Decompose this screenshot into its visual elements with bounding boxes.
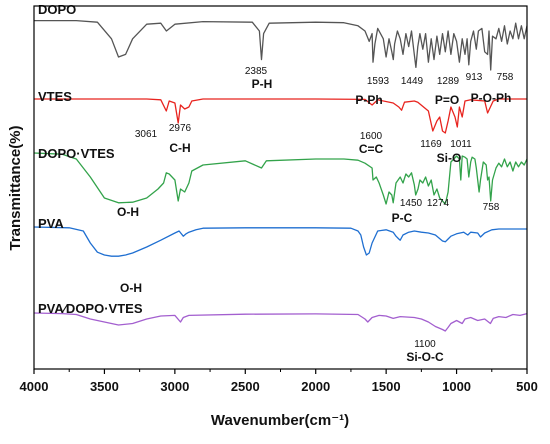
series-line-3 — [33, 226, 527, 257]
x-tick-label-6: 1000 — [442, 379, 471, 394]
peak-number-5: 758 — [497, 72, 514, 83]
peak-number-4: 913 — [466, 72, 483, 83]
peak-group-16: Si-O-C — [406, 350, 444, 364]
peak-number-7: 2976 — [169, 123, 192, 134]
peak-group-3: P=O — [435, 93, 459, 107]
peak-number-9: 1169 — [420, 139, 442, 150]
peak-number-12: 1450 — [400, 198, 423, 209]
peak-group-11: O-H — [117, 205, 139, 219]
peak-group-0: P-H — [252, 77, 273, 91]
peak-number-1: 1593 — [367, 76, 390, 87]
series-label-4: PVA∕DOPO·VTES — [38, 301, 143, 316]
peak-group-4: P-O-Ph — [471, 91, 512, 105]
peak-number-6: 3061 — [135, 129, 158, 140]
y-axis-title: Transmittance(%) — [7, 125, 24, 250]
x-tick-label-7: 500 — [516, 379, 538, 394]
x-tick-label-5: 1500 — [372, 379, 401, 394]
x-tick-label-3: 2500 — [231, 379, 260, 394]
x-tick-label-1: 3500 — [90, 379, 119, 394]
peak-group-1: P-Ph — [355, 93, 382, 107]
peak-number-10: 1011 — [450, 139, 472, 150]
peak-group-12: P-C — [392, 211, 413, 225]
peak-number-8: 1600 — [360, 131, 383, 142]
series-label-1: VTES — [38, 89, 72, 104]
peak-number-2: 1449 — [401, 76, 424, 87]
x-axis-title: Wavenumber(cm⁻¹) — [211, 412, 349, 429]
series-line-0 — [34, 19, 528, 71]
x-tick-label-4: 2000 — [301, 379, 330, 394]
series-label-3: PVA — [38, 216, 64, 231]
series-line-2 — [33, 152, 528, 205]
peak-number-0: 2385 — [245, 66, 268, 77]
peak-number-13: 1274 — [427, 198, 450, 209]
x-ticks: 4000 3500 3000 2500 2000 1500 1000 500 — [20, 369, 538, 394]
peak-number-16: 1100 — [414, 339, 436, 350]
series-label-2: DOPO·VTES — [38, 146, 115, 161]
x-tick-label-2: 3000 — [160, 379, 189, 394]
series-line-1 — [34, 98, 527, 134]
series-layer — [33, 19, 528, 332]
x-tick-label-0: 4000 — [20, 379, 49, 394]
series-label-0: DOPO — [38, 2, 76, 17]
labels-layer: DOPO VTES DOPO·VTES PVA PVA∕DOPO·VTES 2385P-H… — [38, 2, 514, 364]
peak-number-3: 1289 — [437, 76, 460, 87]
peak-group-7: C-H — [169, 141, 190, 155]
peak-group-10: Si-O — [437, 151, 462, 165]
peak-group-8: C=C — [359, 142, 384, 156]
peak-number-14: 758 — [483, 202, 500, 213]
peak-group-15: O-H — [120, 281, 142, 295]
series-line-4 — [33, 312, 528, 332]
